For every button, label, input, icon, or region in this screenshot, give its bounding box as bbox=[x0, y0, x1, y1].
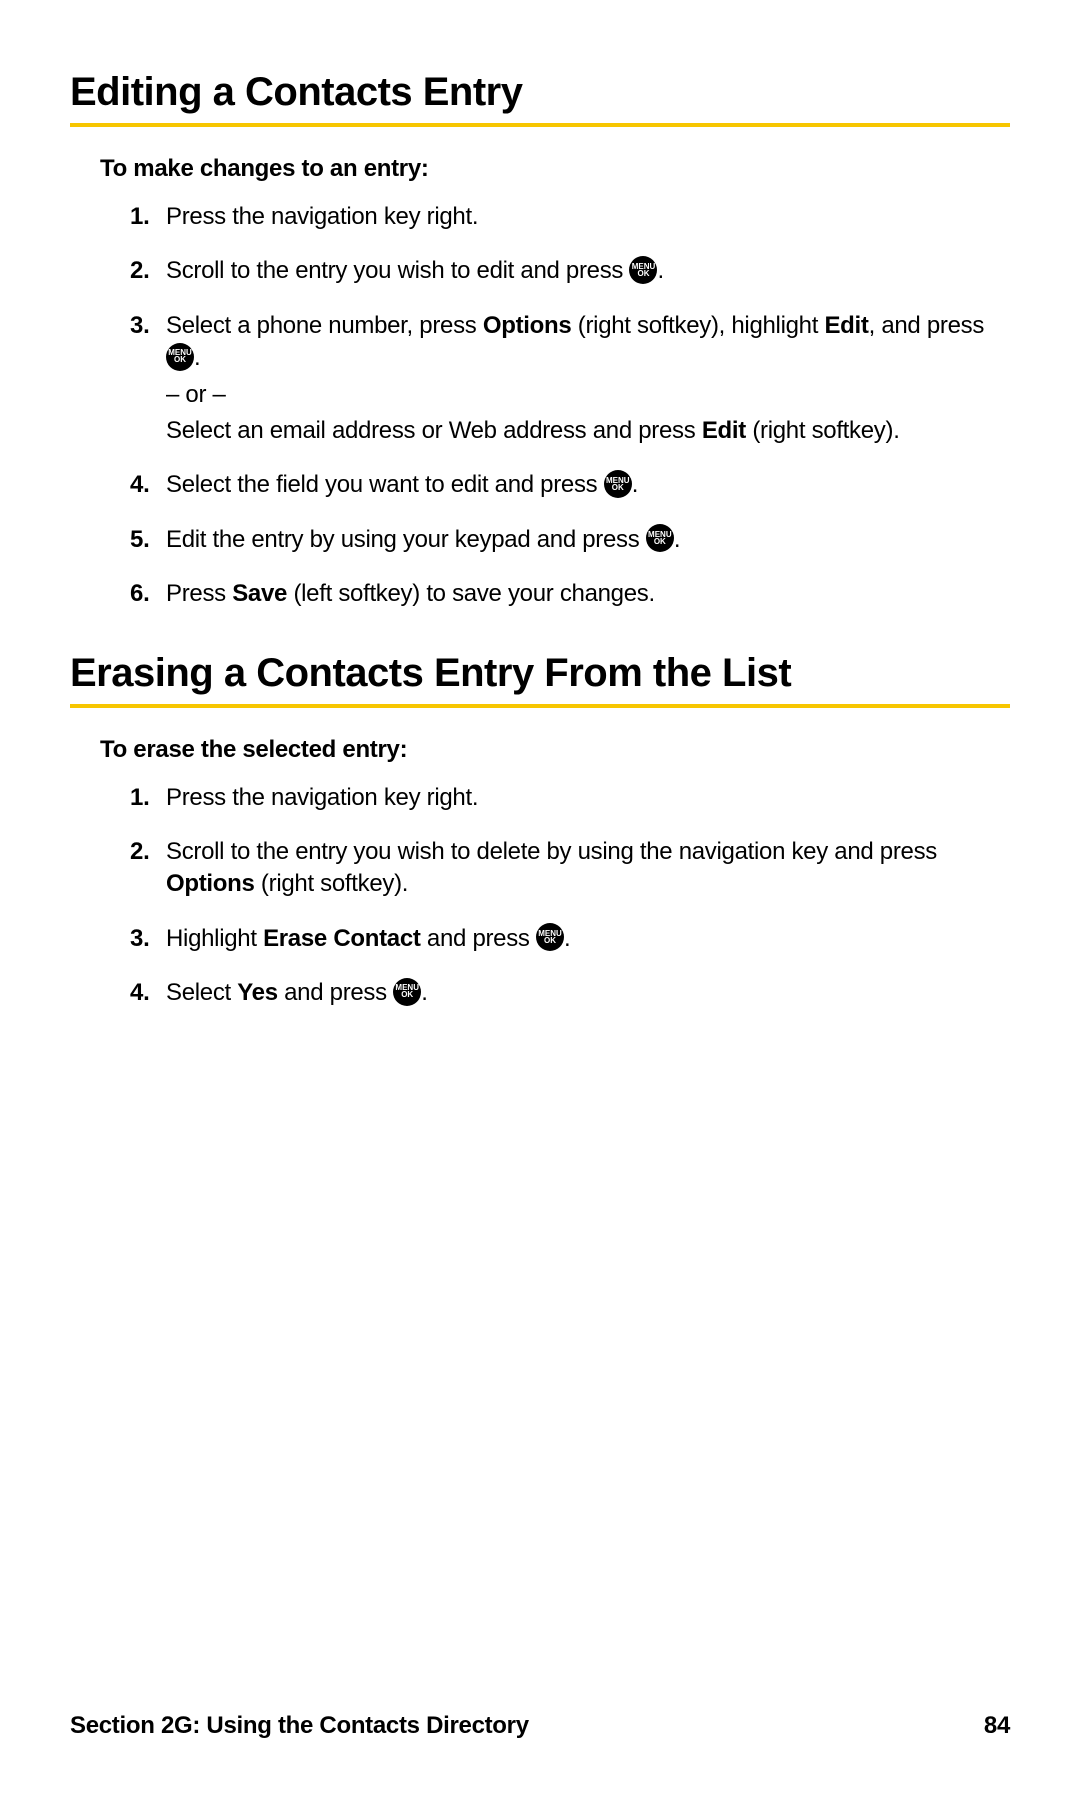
step-text: Scroll to the entry you wish to delete b… bbox=[166, 838, 937, 865]
footer-section-label: Section 2G: Using the Contacts Directory bbox=[70, 1712, 529, 1740]
step-text: (right softkey). bbox=[746, 417, 900, 444]
step: Press the navigation key right. bbox=[130, 782, 1010, 814]
step-text: . bbox=[632, 471, 638, 498]
subhead-erase-selected: To erase the selected entry: bbox=[100, 736, 1010, 764]
step-text: (right softkey), highlight bbox=[571, 312, 824, 339]
step: Select a phone number, press Options (ri… bbox=[130, 310, 1010, 448]
menu-ok-icon: MENUOK bbox=[646, 524, 674, 552]
step-text: and press bbox=[278, 979, 393, 1006]
step: Press Save (left softkey) to save your c… bbox=[130, 578, 1010, 610]
step-text: Highlight bbox=[166, 925, 263, 952]
step-text: . bbox=[194, 344, 200, 371]
step: Press the navigation key right. bbox=[130, 201, 1010, 233]
menu-ok-icon: MENUOK bbox=[393, 978, 421, 1006]
menu-ok-icon: MENUOK bbox=[536, 923, 564, 951]
bold-options: Options bbox=[483, 312, 572, 339]
step-text: Press the navigation key right. bbox=[166, 784, 478, 811]
step-text: Press bbox=[166, 580, 232, 607]
step-text: Press the navigation key right. bbox=[166, 203, 478, 230]
menu-ok-icon: MENUOK bbox=[629, 256, 657, 284]
step: Select the field you want to edit and pr… bbox=[130, 469, 1010, 501]
step-text: , and press bbox=[869, 312, 984, 339]
or-separator: – or – bbox=[166, 379, 1010, 411]
step: Highlight Erase Contact and press MENUOK… bbox=[130, 923, 1010, 955]
step-text: Select bbox=[166, 979, 237, 1006]
step-text: . bbox=[657, 257, 663, 284]
bold-yes: Yes bbox=[237, 979, 277, 1006]
step: Scroll to the entry you wish to delete b… bbox=[130, 836, 1010, 901]
heading-erasing: Erasing a Contacts Entry From the List bbox=[70, 651, 1010, 696]
manual-page: Editing a Contacts Entry To make changes… bbox=[0, 0, 1080, 1800]
heading-editing: Editing a Contacts Entry bbox=[70, 70, 1010, 115]
step-text: Select an email address or Web address a… bbox=[166, 417, 702, 444]
step-text: Select the field you want to edit and pr… bbox=[166, 471, 604, 498]
menu-ok-icon: MENUOK bbox=[166, 343, 194, 371]
step-text: (left softkey) to save your changes. bbox=[287, 580, 655, 607]
step-text: . bbox=[421, 979, 427, 1006]
steps-erasing: Press the navigation key right. Scroll t… bbox=[130, 782, 1010, 1010]
heading-rule-2 bbox=[70, 704, 1010, 708]
step: Scroll to the entry you wish to edit and… bbox=[130, 255, 1010, 287]
step-text: Select a phone number, press bbox=[166, 312, 483, 339]
heading-rule-1 bbox=[70, 123, 1010, 127]
step: Select Yes and press MENUOK. bbox=[130, 977, 1010, 1009]
step-text: (right softkey). bbox=[255, 870, 409, 897]
step: Edit the entry by using your keypad and … bbox=[130, 524, 1010, 556]
bold-options: Options bbox=[166, 870, 255, 897]
step-text: Scroll to the entry you wish to edit and… bbox=[166, 257, 629, 284]
step-text: . bbox=[564, 925, 570, 952]
bold-edit: Edit bbox=[702, 417, 746, 444]
menu-ok-icon: MENUOK bbox=[604, 470, 632, 498]
bold-save: Save bbox=[232, 580, 287, 607]
bold-erase-contact: Erase Contact bbox=[263, 925, 421, 952]
page-footer: Section 2G: Using the Contacts Directory… bbox=[70, 1712, 1010, 1740]
bold-edit: Edit bbox=[824, 312, 868, 339]
step-text: and press bbox=[421, 925, 536, 952]
footer-page-number: 84 bbox=[984, 1712, 1010, 1740]
step-text: . bbox=[674, 526, 680, 553]
subhead-make-changes: To make changes to an entry: bbox=[100, 155, 1010, 183]
steps-editing: Press the navigation key right. Scroll t… bbox=[130, 201, 1010, 611]
step-text: Edit the entry by using your keypad and … bbox=[166, 526, 646, 553]
